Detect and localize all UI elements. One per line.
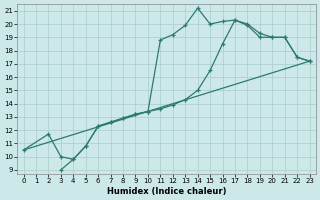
X-axis label: Humidex (Indice chaleur): Humidex (Indice chaleur) [107,187,226,196]
